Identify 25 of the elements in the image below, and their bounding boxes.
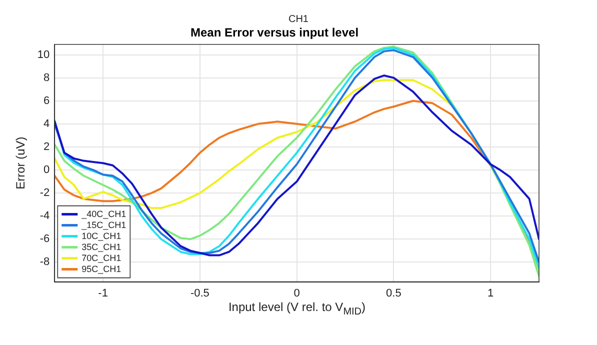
legend-label: _15C_CH1 — [80, 220, 126, 230]
y-tick-label: -2 — [40, 187, 50, 200]
y-tick-label: 2 — [44, 140, 50, 153]
y-tick-label: 4 — [44, 118, 50, 130]
y-tick-label: 0 — [44, 164, 50, 176]
legend-label: 95C_CH1 — [82, 264, 122, 274]
y-tick-label: 8 — [44, 72, 50, 84]
y-tick-label: -6 — [40, 233, 50, 246]
y-axis-title: Error (uV) — [14, 136, 28, 190]
chart-subtitle: CH1 — [287, 14, 310, 25]
x-axis-title: Input level (V rel. to V$_{MID}$) — [227, 300, 367, 318]
legend-label: _40C_CH1 — [80, 208, 126, 219]
x-tick-label: 0 — [294, 287, 300, 300]
legend-label: 10C_CH1 — [82, 230, 122, 241]
x-tick-label: 1 — [488, 287, 494, 300]
y-tick-label: -4 — [40, 210, 50, 222]
y-tick-label: 6 — [44, 94, 50, 107]
legend-label: 70C_CH1 — [82, 252, 122, 263]
x-tick-label: -0.5 — [190, 287, 210, 300]
y-tick-label: 10 — [37, 48, 50, 61]
chart-title: Mean Error versus input level — [190, 26, 359, 40]
x-tick-label: -1 — [98, 287, 108, 300]
legend-label: 35C_CH1 — [82, 242, 122, 252]
x-tick-label: 0.5 — [386, 287, 402, 300]
y-tick-label: -8 — [40, 256, 50, 268]
